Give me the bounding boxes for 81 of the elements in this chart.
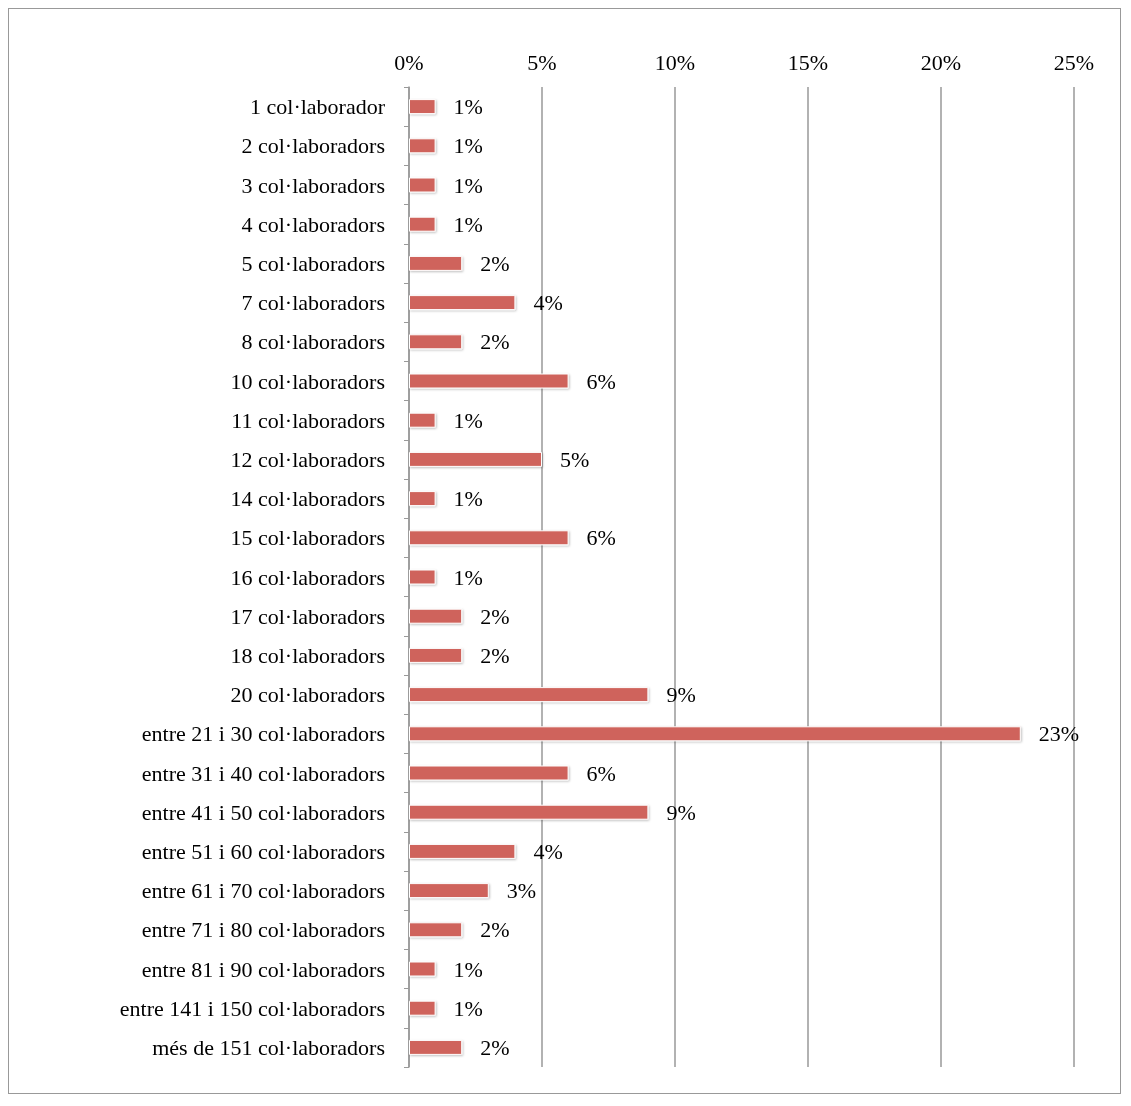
- bar: [409, 491, 436, 507]
- bar: [409, 961, 436, 977]
- x-tick-label: 25%: [1053, 49, 1095, 75]
- y-tick-label: entre 71 i 80 col·laboradors: [141, 917, 385, 943]
- data-label: 9%: [666, 799, 696, 825]
- bar: [409, 373, 569, 389]
- y-tick-label: 8 col·laboradors: [241, 329, 385, 355]
- data-label: 5%: [560, 446, 590, 472]
- data-label: 1%: [453, 94, 483, 120]
- y-tick-label: 7 col·laboradors: [241, 290, 385, 316]
- data-label: 1%: [453, 407, 483, 433]
- bar: [409, 334, 463, 350]
- bar: [409, 177, 436, 193]
- data-label: 4%: [533, 838, 563, 864]
- bar: [409, 922, 463, 938]
- bar: [409, 138, 436, 154]
- data-label: 4%: [533, 290, 563, 316]
- bar: [409, 1000, 436, 1016]
- bar: [409, 608, 463, 624]
- y-tick-label: 11 col·laboradors: [231, 407, 385, 433]
- bar: [409, 1039, 463, 1055]
- data-label: 1%: [453, 486, 483, 512]
- data-label: 9%: [666, 682, 696, 708]
- y-tick-label: entre 51 i 60 col·laboradors: [141, 838, 385, 864]
- data-label: 1%: [453, 564, 483, 590]
- data-label: 1%: [453, 956, 483, 982]
- data-label: 3%: [506, 878, 537, 904]
- data-label: 1%: [453, 995, 483, 1021]
- bar: [409, 569, 436, 585]
- bar: [409, 726, 1021, 742]
- y-tick-label: entre 141 i 150 col·laboradors: [119, 995, 385, 1021]
- data-label: 2%: [480, 603, 510, 629]
- data-label: 2%: [480, 642, 510, 668]
- y-tick-label: entre 31 i 40 col·laboradors: [141, 760, 385, 786]
- data-label: 2%: [480, 917, 510, 943]
- bar: [409, 412, 436, 428]
- data-label: 23%: [1038, 721, 1080, 747]
- y-tick-label: entre 41 i 50 col·laboradors: [141, 799, 385, 825]
- bar: [409, 255, 463, 271]
- y-tick-label: entre 81 i 90 col·laboradors: [141, 956, 385, 982]
- bar: [409, 295, 516, 311]
- data-label: 2%: [480, 1034, 510, 1060]
- bar: [409, 687, 649, 703]
- data-label: 2%: [480, 329, 510, 355]
- y-tick-label: entre 21 i 30 col·laboradors: [141, 721, 385, 747]
- bar: [409, 804, 649, 820]
- data-label: 6%: [586, 760, 616, 786]
- x-tick-label: 0%: [394, 49, 424, 75]
- y-tick-label: més de 151 col·laboradors: [152, 1034, 385, 1060]
- x-tick-label: 15%: [787, 49, 829, 75]
- data-label: 2%: [480, 250, 510, 276]
- y-tick-label: 12 col·laboradors: [230, 446, 385, 472]
- y-tick-label: 10 col·laboradors: [230, 368, 385, 394]
- data-label: 6%: [586, 368, 616, 394]
- data-label: 1%: [453, 172, 483, 198]
- bar: [409, 451, 542, 467]
- y-tick-label: 3 col·laboradors: [241, 172, 385, 198]
- bar: [409, 216, 436, 232]
- y-tick-label: 18 col·laboradors: [230, 642, 385, 668]
- y-tick-label: 17 col·laboradors: [230, 603, 385, 629]
- bar: [409, 99, 436, 115]
- x-tick-label: 20%: [920, 49, 962, 75]
- y-tick-label: 16 col·laboradors: [230, 564, 385, 590]
- x-tick-label: 5%: [527, 49, 557, 75]
- y-tick-label: 5 col·laboradors: [241, 250, 385, 276]
- y-tick-label: 4 col·laboradors: [241, 211, 385, 237]
- data-label: 1%: [453, 133, 483, 159]
- y-tick-label: 14 col·laboradors: [230, 486, 385, 512]
- y-tick-label: 20 col·laboradors: [230, 682, 385, 708]
- bar: [409, 843, 516, 859]
- x-tick-label: 10%: [654, 49, 696, 75]
- y-tick-label: 1 col·laborador: [250, 94, 386, 120]
- y-tick-label: 2 col·laboradors: [241, 133, 385, 159]
- data-label: 6%: [586, 525, 616, 551]
- bar: [409, 647, 463, 663]
- y-tick-label: 15 col·laboradors: [230, 525, 385, 551]
- bar: [409, 883, 489, 899]
- bar: [409, 530, 569, 546]
- data-label: 1%: [453, 211, 483, 237]
- y-tick-label: entre 61 i 70 col·laboradors: [141, 878, 385, 904]
- bar: [409, 765, 569, 781]
